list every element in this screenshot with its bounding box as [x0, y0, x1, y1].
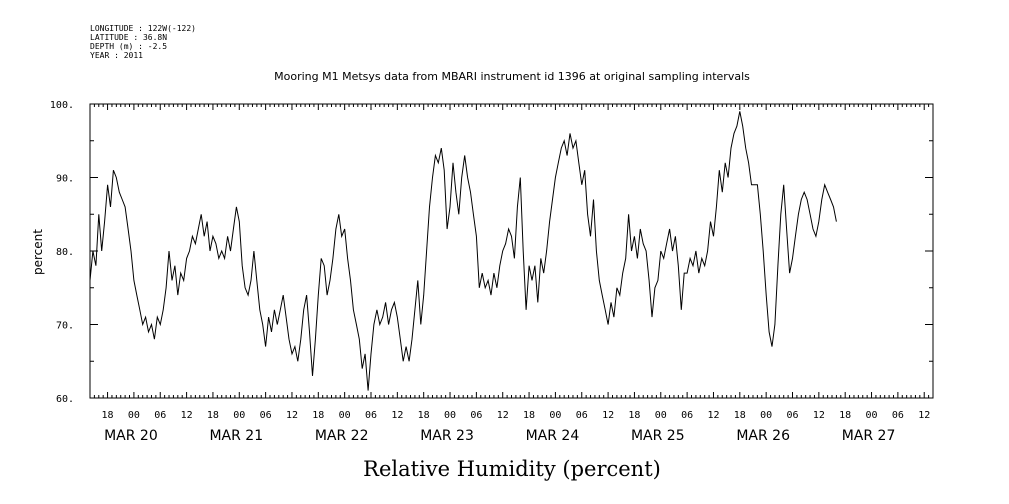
x-hour-label: 00	[444, 410, 456, 421]
x-hour-label: 00	[760, 410, 772, 421]
y-tick-label: 60.	[56, 394, 74, 405]
meta-longitude: LONGITUDE : 122W(-122)	[90, 24, 196, 33]
x-day-label: MAR 23	[420, 428, 474, 444]
x-hour-label: 06	[470, 410, 482, 421]
y-tick-label: 100.	[50, 100, 74, 111]
chart-title: Mooring M1 Metsys data from MBARI instru…	[274, 70, 750, 83]
x-day-label: MAR 21	[209, 428, 263, 444]
x-hour-label: 06	[260, 410, 272, 421]
x-hour-label: 06	[786, 410, 798, 421]
x-hour-label: 12	[286, 410, 298, 421]
x-hour-label: 00	[128, 410, 140, 421]
y-axis-label: percent	[31, 229, 45, 275]
x-hour-label: 18	[734, 410, 746, 421]
x-hour-label: 12	[813, 410, 825, 421]
meta-depth: DEPTH (m) : -2.5	[90, 42, 167, 51]
x-day-label: MAR 27	[842, 428, 896, 444]
x-hour-label: 00	[866, 410, 878, 421]
x-hour-label: 12	[707, 410, 719, 421]
x-hour-label: 18	[628, 410, 640, 421]
x-hour-label: 18	[523, 410, 535, 421]
x-hour-label: 06	[681, 410, 693, 421]
x-hour-label: 06	[576, 410, 588, 421]
metadata-block: LONGITUDE : 122W(-122) LATITUDE : 36.8N …	[90, 24, 196, 60]
x-day-label: MAR 24	[526, 428, 580, 444]
x-hour-label: 06	[154, 410, 166, 421]
x-day-label: MAR 25	[631, 428, 685, 444]
y-axis: 60. 70. 80. 90. 100.	[50, 100, 933, 405]
x-hour-label: 06	[892, 410, 904, 421]
x-hour-label: 00	[233, 410, 245, 421]
plot-frame	[89, 103, 934, 399]
x-hour-label: 18	[418, 410, 430, 421]
x-hour-label: 12	[497, 410, 509, 421]
x-axis: 18 00 06 12 18 00 06 12 18 00 06 12 18 00 06 12 18 00 06 12…	[93, 104, 930, 444]
y-tick-label: 90.	[56, 174, 74, 185]
x-hour-label: 06	[365, 410, 377, 421]
y-tick-label: 70.	[56, 321, 74, 332]
meta-year: YEAR : 2011	[90, 51, 143, 60]
plot-border	[89, 103, 934, 399]
x-hour-label: 12	[918, 410, 930, 421]
x-hour-label: 00	[549, 410, 561, 421]
x-day-label: MAR 20	[104, 428, 158, 444]
x-hour-label: 18	[207, 410, 219, 421]
x-axis-label: Relative Humidity (percent)	[363, 457, 661, 481]
y-tick-label: 80.	[56, 247, 74, 258]
x-hour-label: 00	[339, 410, 351, 421]
x-hour-label: 12	[602, 410, 614, 421]
meta-latitude: LATITUDE : 36.8N	[90, 33, 167, 42]
x-day-label: MAR 22	[315, 428, 369, 444]
x-hour-label: 00	[655, 410, 667, 421]
x-hour-label: 12	[391, 410, 403, 421]
series-layer	[89, 111, 837, 391]
x-hour-label: 18	[312, 410, 324, 421]
series-line-0	[89, 111, 837, 391]
x-hour-label: 12	[181, 410, 193, 421]
x-hour-label: 18	[839, 410, 851, 421]
x-hour-label: 18	[102, 410, 114, 421]
x-day-label: MAR 26	[736, 428, 790, 444]
